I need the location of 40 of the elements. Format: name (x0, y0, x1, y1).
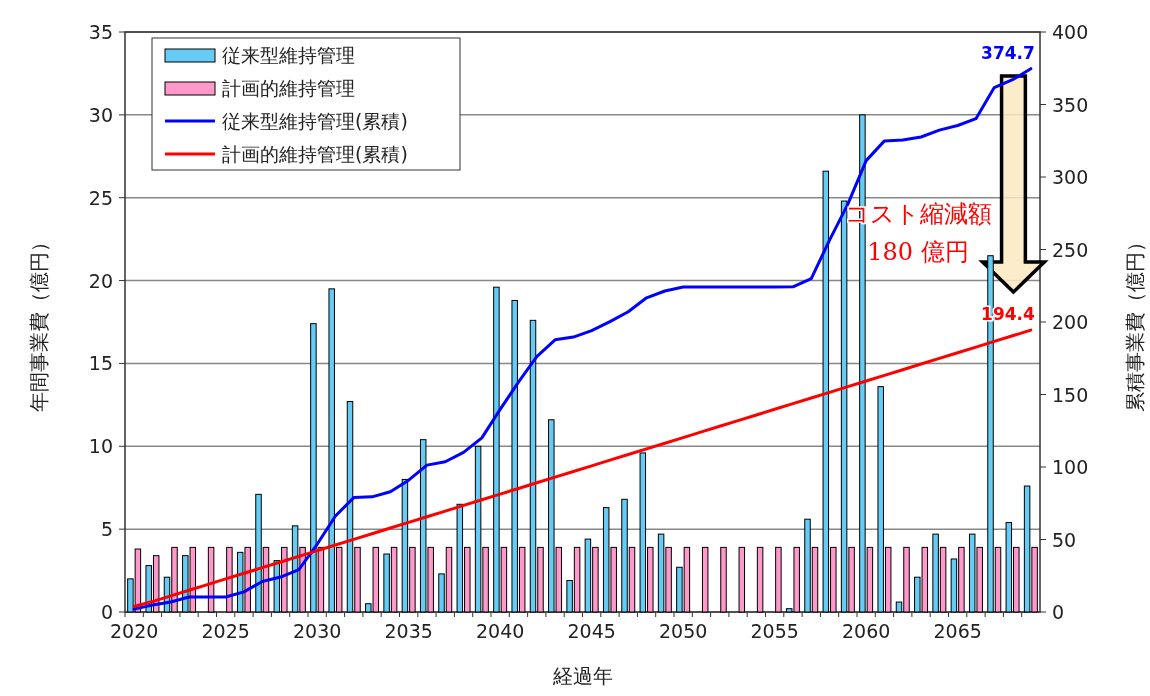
x-tick-label: 2025 (201, 620, 250, 642)
annotation: 374.7 (981, 42, 1035, 63)
y2-tick-label: 200 (1052, 311, 1089, 333)
x-tick-label: 2065 (933, 620, 982, 642)
x-tick-label: 2035 (384, 620, 433, 642)
x-tick-label: 2030 (292, 620, 342, 642)
y-tick-label: 15 (88, 352, 113, 375)
legend-label: 計画的維持管理 (222, 77, 355, 99)
x-axis-title: 経過年 (551, 664, 613, 688)
y2-tick-label: 50 (1052, 528, 1077, 551)
y2-tick-label: 300 (1052, 166, 1089, 188)
bar (756, 546, 764, 613)
x-tick-label: 2040 (475, 620, 525, 642)
y-tick-label: 0 (100, 601, 113, 623)
y-axis-title: 年間事業費（億円） (27, 232, 51, 412)
y2-tick-label: 350 (1052, 93, 1089, 116)
legend-label: 計画的維持管理(累積) (222, 143, 408, 165)
y2-tick-label: 150 (1052, 383, 1089, 406)
legend-label: 従来型維持管理 (222, 44, 355, 66)
x-tick-label: 2060 (841, 620, 891, 642)
x-tick-label: 2020 (109, 620, 159, 642)
bar (775, 546, 782, 613)
y2-tick-label: 100 (1052, 456, 1089, 478)
y2-tick-label: 400 (1052, 21, 1089, 43)
bar (701, 546, 709, 613)
y2-axis-title: 累積事業費（億円） (1123, 232, 1147, 412)
y-tick-label: 10 (88, 435, 113, 458)
x-tick-label: 2055 (750, 620, 799, 642)
y2-tick-label: 250 (1052, 238, 1089, 261)
y2-tick-label: 0 (1052, 601, 1065, 623)
x-tick-label: 2050 (658, 620, 708, 642)
y-tick-label: 35 (88, 21, 113, 43)
bar (720, 546, 727, 613)
y-tick-label: 25 (88, 186, 113, 209)
legend-label: 従来型維持管理(累積) (222, 110, 408, 132)
y-tick-label: 30 (88, 103, 113, 126)
y-tick-label: 20 (88, 269, 113, 292)
y-tick-label: 5 (100, 518, 113, 541)
bar (738, 546, 746, 613)
x-tick-label: 2045 (567, 620, 616, 642)
